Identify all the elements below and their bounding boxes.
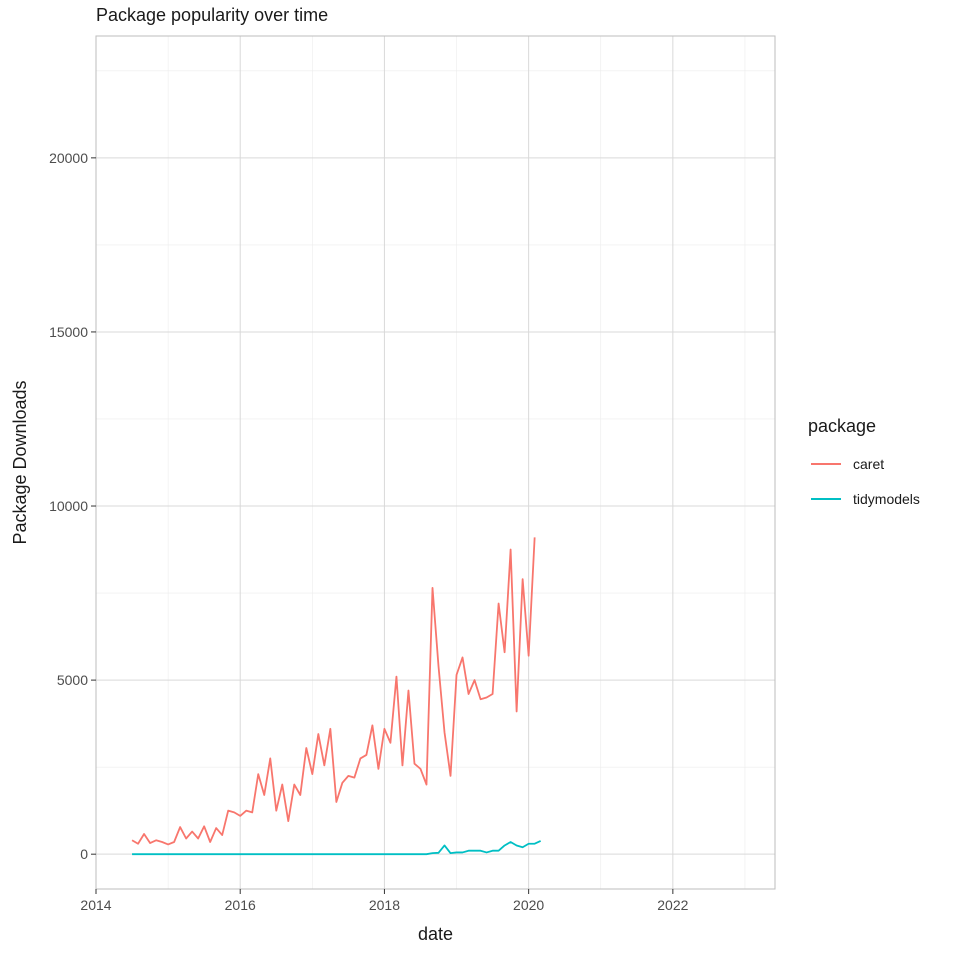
series-line-caret xyxy=(131,537,536,846)
legend-title: package xyxy=(808,416,876,436)
legend-label-caret: caret xyxy=(853,456,884,472)
x-tick-label: 2016 xyxy=(225,897,256,913)
x-axis-ticks: 2014 2016 2018 2020 2022 xyxy=(80,889,689,913)
plot-panel xyxy=(96,36,775,889)
y-tick-label: 10000 xyxy=(49,498,88,514)
y-axis-ticks: 0 5000 10000 15000 20000 xyxy=(49,150,96,862)
x-axis-title: date xyxy=(418,924,453,944)
plot-border xyxy=(95,35,776,890)
x-tick-label: 2018 xyxy=(369,897,400,913)
series-line-tidymodels xyxy=(132,840,542,856)
series-lines xyxy=(131,537,542,856)
y-axis-title: Package Downloads xyxy=(10,380,30,544)
y-tick-label: 15000 xyxy=(49,324,88,340)
y-tick-label: 5000 xyxy=(57,672,88,688)
x-tick-label: 2022 xyxy=(657,897,688,913)
legend-label-tidymodels: tidymodels xyxy=(853,491,920,507)
y-tick-label: 20000 xyxy=(49,150,88,166)
x-tick-label: 2014 xyxy=(80,897,111,913)
minor-gridlines xyxy=(96,36,775,889)
legend-items: caret tidymodels xyxy=(811,456,920,507)
x-tick-label: 2020 xyxy=(513,897,544,913)
y-tick-label: 0 xyxy=(80,846,88,862)
chart-title: Package popularity over time xyxy=(96,5,328,25)
legend: package caret tidymodels xyxy=(808,416,920,507)
